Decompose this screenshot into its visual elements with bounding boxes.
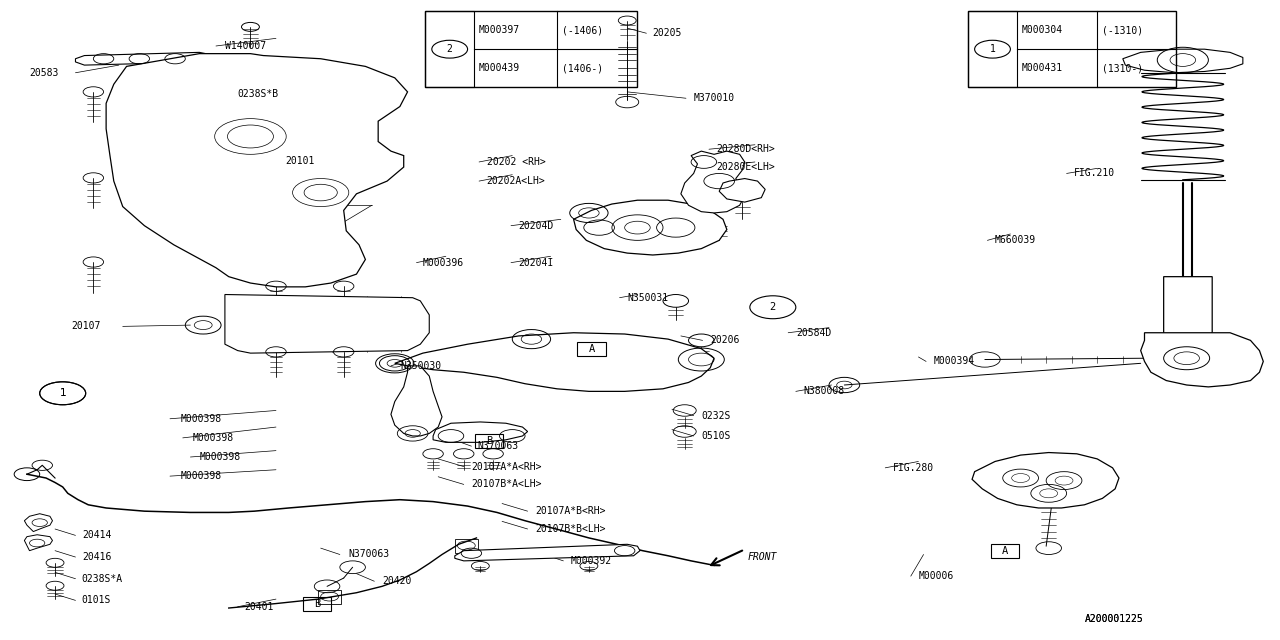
Text: A200001225: A200001225 [1084, 614, 1143, 625]
Text: 20202A<LH>: 20202A<LH> [486, 176, 545, 186]
Text: 20420: 20420 [381, 576, 411, 586]
Text: N370063: N370063 [348, 550, 390, 559]
Text: 20414: 20414 [82, 531, 111, 540]
Bar [425, 11, 474, 88]
Text: 20202 <RH>: 20202 <RH> [486, 157, 545, 167]
Polygon shape [433, 422, 527, 442]
Polygon shape [1140, 333, 1263, 387]
Text: 20416: 20416 [82, 552, 111, 562]
Text: N350030: N350030 [399, 361, 442, 371]
Text: M000439: M000439 [479, 63, 520, 74]
Text: 0510S: 0510S [701, 431, 731, 441]
Text: M000394: M000394 [934, 356, 975, 367]
Text: B: B [314, 598, 320, 609]
Text: M000392: M000392 [571, 556, 612, 566]
Text: 0238S*A: 0238S*A [82, 573, 123, 584]
Text: 1: 1 [60, 388, 65, 398]
Text: M370010: M370010 [694, 93, 735, 103]
Text: N370063: N370063 [477, 441, 518, 451]
Text: B: B [486, 436, 493, 446]
Bar [454, 539, 477, 552]
Text: M000398: M000398 [180, 471, 221, 481]
Text: N350031: N350031 [627, 292, 668, 303]
Text: 20401: 20401 [244, 602, 274, 612]
Bar [577, 342, 605, 356]
Text: FIG.280: FIG.280 [893, 463, 934, 473]
Text: 0232S: 0232S [701, 411, 731, 420]
Text: 20107: 20107 [72, 321, 101, 332]
Text: 2: 2 [447, 44, 453, 54]
Text: 20280D<RH>: 20280D<RH> [717, 144, 776, 154]
Text: 20107A*B<RH>: 20107A*B<RH> [535, 506, 605, 516]
Text: 0101S: 0101S [82, 595, 111, 605]
Text: 20101: 20101 [285, 156, 315, 166]
Polygon shape [1164, 276, 1212, 342]
Text: M660039: M660039 [995, 236, 1037, 245]
Text: 20584D: 20584D [796, 328, 831, 338]
Polygon shape [394, 333, 714, 392]
Text: M000396: M000396 [422, 258, 463, 268]
Polygon shape [76, 52, 212, 65]
Text: M000398: M000398 [180, 414, 221, 424]
Text: A200001225: A200001225 [1084, 614, 1143, 625]
Bar [319, 589, 342, 604]
Text: M000397: M000397 [479, 25, 520, 35]
Text: M00006: M00006 [919, 571, 954, 581]
Text: M000398: M000398 [193, 433, 234, 443]
Text: 20206: 20206 [710, 335, 740, 346]
Text: M000304: M000304 [1021, 25, 1062, 35]
Polygon shape [573, 200, 727, 255]
Text: FIG.210: FIG.210 [1074, 168, 1115, 179]
Polygon shape [390, 366, 442, 436]
Text: (-1310): (-1310) [1102, 25, 1143, 35]
Text: 20205: 20205 [653, 28, 682, 38]
Text: 0238S*B: 0238S*B [238, 89, 279, 99]
Text: 20107B*B<LH>: 20107B*B<LH> [535, 524, 605, 534]
Polygon shape [681, 151, 745, 213]
Text: 20583: 20583 [29, 68, 59, 77]
Polygon shape [106, 54, 407, 287]
Text: 20204D: 20204D [518, 221, 554, 230]
Text: 2: 2 [769, 302, 776, 312]
Bar [968, 11, 1176, 88]
Text: 20107B*A<LH>: 20107B*A<LH> [471, 479, 541, 490]
Bar [425, 11, 637, 88]
Text: 20280E<LH>: 20280E<LH> [717, 162, 776, 172]
Text: 20107A*A<RH>: 20107A*A<RH> [471, 461, 541, 472]
Bar [303, 596, 332, 611]
Polygon shape [454, 544, 640, 561]
Text: W140007: W140007 [225, 41, 266, 51]
Text: 1: 1 [60, 388, 65, 398]
Text: A: A [589, 344, 595, 354]
Polygon shape [225, 294, 429, 353]
Polygon shape [1123, 49, 1243, 73]
Text: FRONT: FRONT [748, 552, 777, 562]
Text: A: A [1002, 546, 1009, 556]
Bar [968, 11, 1016, 88]
Text: 20204I: 20204I [518, 258, 554, 268]
Text: M000431: M000431 [1021, 63, 1062, 74]
Text: (-1406): (-1406) [562, 25, 603, 35]
Polygon shape [972, 452, 1119, 508]
Bar [991, 543, 1019, 557]
Text: (1406-): (1406-) [562, 63, 603, 74]
Text: N380008: N380008 [804, 387, 845, 396]
Polygon shape [719, 179, 765, 202]
Text: (1310-): (1310-) [1102, 63, 1143, 74]
Text: M000398: M000398 [200, 452, 241, 462]
Text: 1: 1 [989, 44, 996, 54]
Bar [475, 434, 503, 448]
